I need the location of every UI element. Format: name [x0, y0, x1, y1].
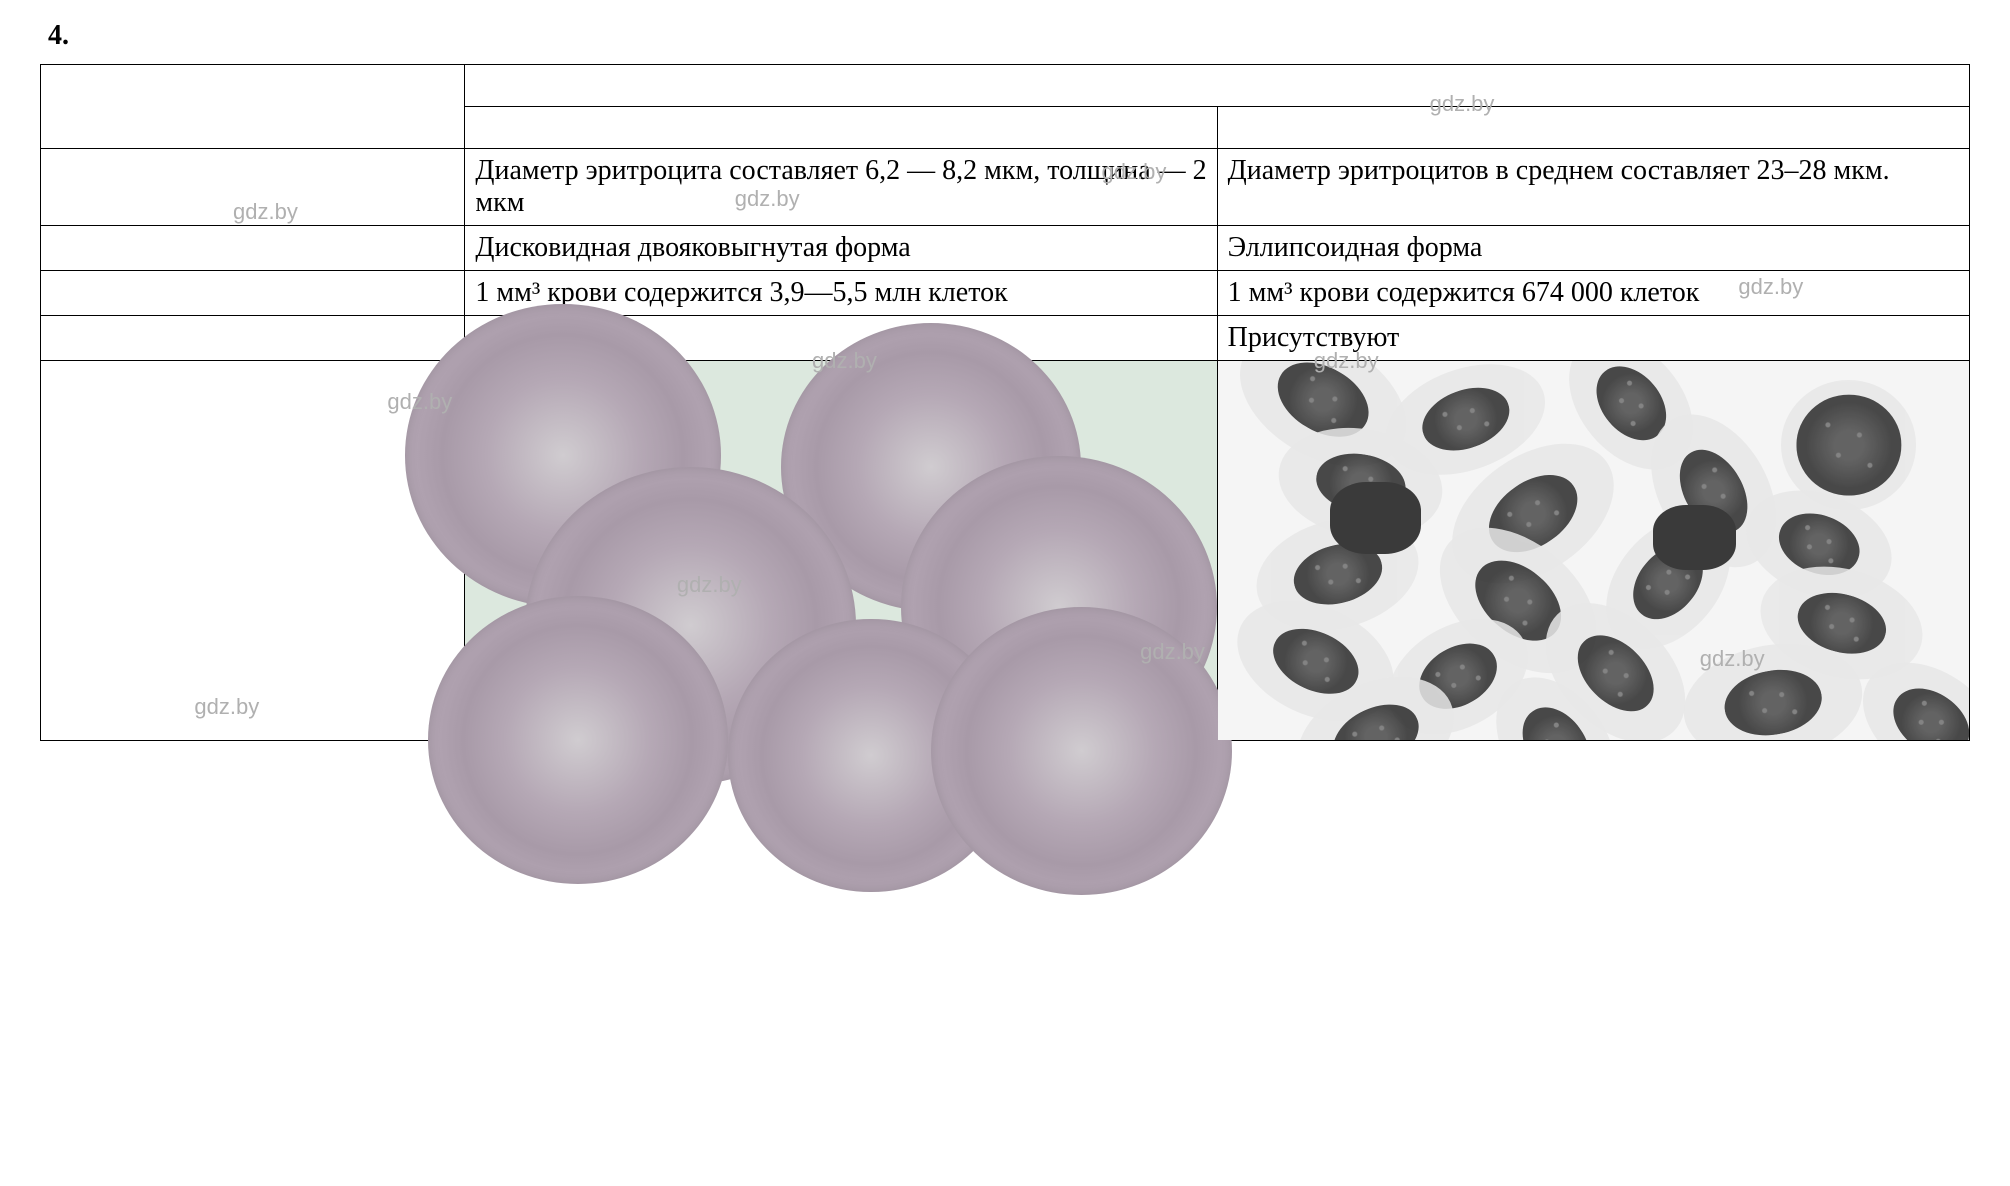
dark-cell-blob	[1330, 482, 1420, 554]
cell-human-shape: Дисковидная двояковыгнутая форма	[465, 226, 1217, 271]
table-row: Дисковидная двояковыгнутая форма Эллипсо…	[41, 226, 1970, 271]
cell-frog-diameter: Диаметр эритроцитов в среднем составляет…	[1217, 149, 1969, 226]
row-label-image	[41, 361, 465, 741]
dark-cell-blob	[1653, 505, 1736, 570]
table-row: Диаметр эритроцита составляет 6,2 — 8,2 …	[41, 149, 1970, 226]
frog-erythrocytes-image	[1218, 361, 1969, 740]
table-row-images	[41, 361, 1970, 741]
header-span	[465, 65, 1970, 107]
cell-nucleus	[1796, 394, 1901, 495]
cell-nucleus	[1881, 675, 1969, 740]
header-frog	[1217, 107, 1969, 149]
cell-nucleus	[1322, 692, 1428, 740]
table-header-row-1	[41, 65, 1970, 107]
row-label	[41, 271, 465, 316]
cell-nucleus	[1413, 377, 1517, 462]
table-row: 1 мм³ крови содержится 3,9—5,5 млн клето…	[41, 271, 1970, 316]
cell-frog-shape: Эллипсоидная форма	[1217, 226, 1969, 271]
cell-nucleus	[1720, 662, 1827, 740]
header-empty	[41, 65, 465, 149]
human-erythrocytes-image	[465, 361, 1216, 740]
comparison-table: Диаметр эритроцита составляет 6,2 — 8,2 …	[40, 64, 1970, 741]
cell-frog-nucleus: Присутствуют	[1217, 316, 1969, 361]
row-label	[41, 149, 465, 226]
row-label	[41, 226, 465, 271]
erythrocyte-cell	[428, 596, 729, 884]
row-label	[41, 316, 465, 361]
header-human	[465, 107, 1217, 149]
cell-frog-count: 1 мм³ крови содержится 674 000 клеток	[1217, 271, 1969, 316]
cell-human-image	[465, 361, 1217, 741]
cell-human-diameter: Диаметр эритроцита составляет 6,2 — 8,2 …	[465, 149, 1217, 226]
question-number: 4.	[48, 20, 1970, 52]
cell-frog-image	[1217, 361, 1969, 741]
erythrocyte-cell	[931, 607, 1232, 895]
table-container: Диаметр эритроцита составляет 6,2 — 8,2 …	[40, 64, 1970, 741]
